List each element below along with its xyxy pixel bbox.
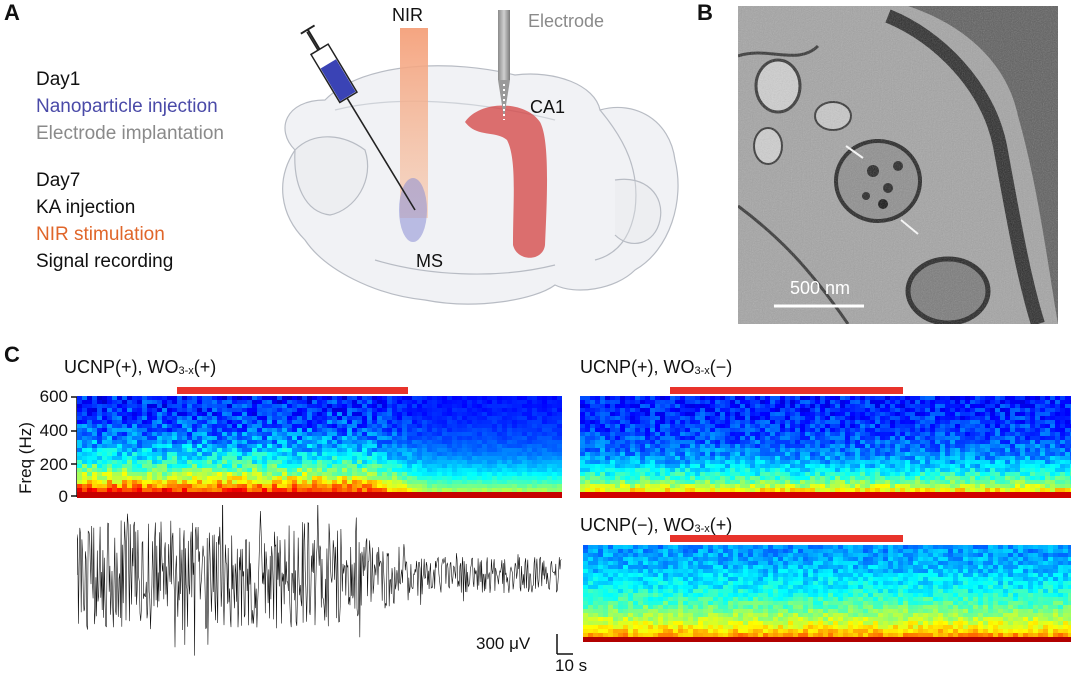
- ytick-0: 0: [58, 487, 68, 506]
- protocol-list: Day1 Nanoparticle injection Electrode im…: [36, 66, 224, 275]
- scale-time-label: 10 s: [555, 656, 588, 675]
- protocol-day7: Day7: [36, 170, 81, 191]
- spec2-title: UCNP(+), WO3-x(−): [580, 357, 733, 377]
- nir-label: NIR: [392, 5, 423, 25]
- brain-schematic: [282, 10, 679, 305]
- protocol-recording: Signal recording: [36, 251, 174, 272]
- stim-bar-2: [670, 387, 903, 394]
- electrode-label: Electrode: [528, 11, 605, 31]
- protocol-implant: Electrode implantation: [36, 123, 224, 144]
- spectrogram-2: [580, 396, 1071, 498]
- protocol-ka: KA injection: [36, 197, 136, 218]
- panel-letter-a: A: [4, 0, 20, 25]
- ms-label: MS: [416, 251, 443, 271]
- spec3-title: UCNP(−), WO3-x(+): [580, 515, 733, 535]
- electrode: [498, 10, 510, 80]
- protocol-nir-stim: NIR stimulation: [36, 224, 165, 245]
- protocol-injection: Nanoparticle injection: [36, 96, 218, 117]
- panel-letter-b: B: [697, 0, 713, 25]
- syringe: [300, 24, 416, 211]
- stim-bar-1: [177, 387, 408, 394]
- ytick-400: 400: [39, 421, 68, 440]
- stim-bar-3: [670, 535, 903, 542]
- spectrogram-3: [583, 545, 1071, 642]
- spec1-title: UCNP(+), WO3-x(+): [64, 357, 217, 377]
- panel-letter-c: C: [4, 342, 20, 367]
- ca1-label: CA1: [530, 97, 566, 117]
- ms-region: [399, 178, 427, 242]
- protocol-day1: Day1: [36, 69, 81, 90]
- em-micrograph: [738, 6, 1058, 324]
- ca1-region: [465, 105, 548, 258]
- spectrogram-1: [77, 396, 562, 498]
- em-scalebar-label: 500 nm: [790, 278, 851, 298]
- lfp-trace-line: [77, 505, 562, 656]
- brain-outline: [282, 65, 679, 305]
- trace-scalebar: [556, 634, 573, 655]
- ytick-200: 200: [39, 455, 68, 474]
- ytick-600: 600: [39, 387, 68, 406]
- scale-voltage-label: 300 μV: [476, 634, 531, 653]
- lfp-trace: [77, 505, 562, 656]
